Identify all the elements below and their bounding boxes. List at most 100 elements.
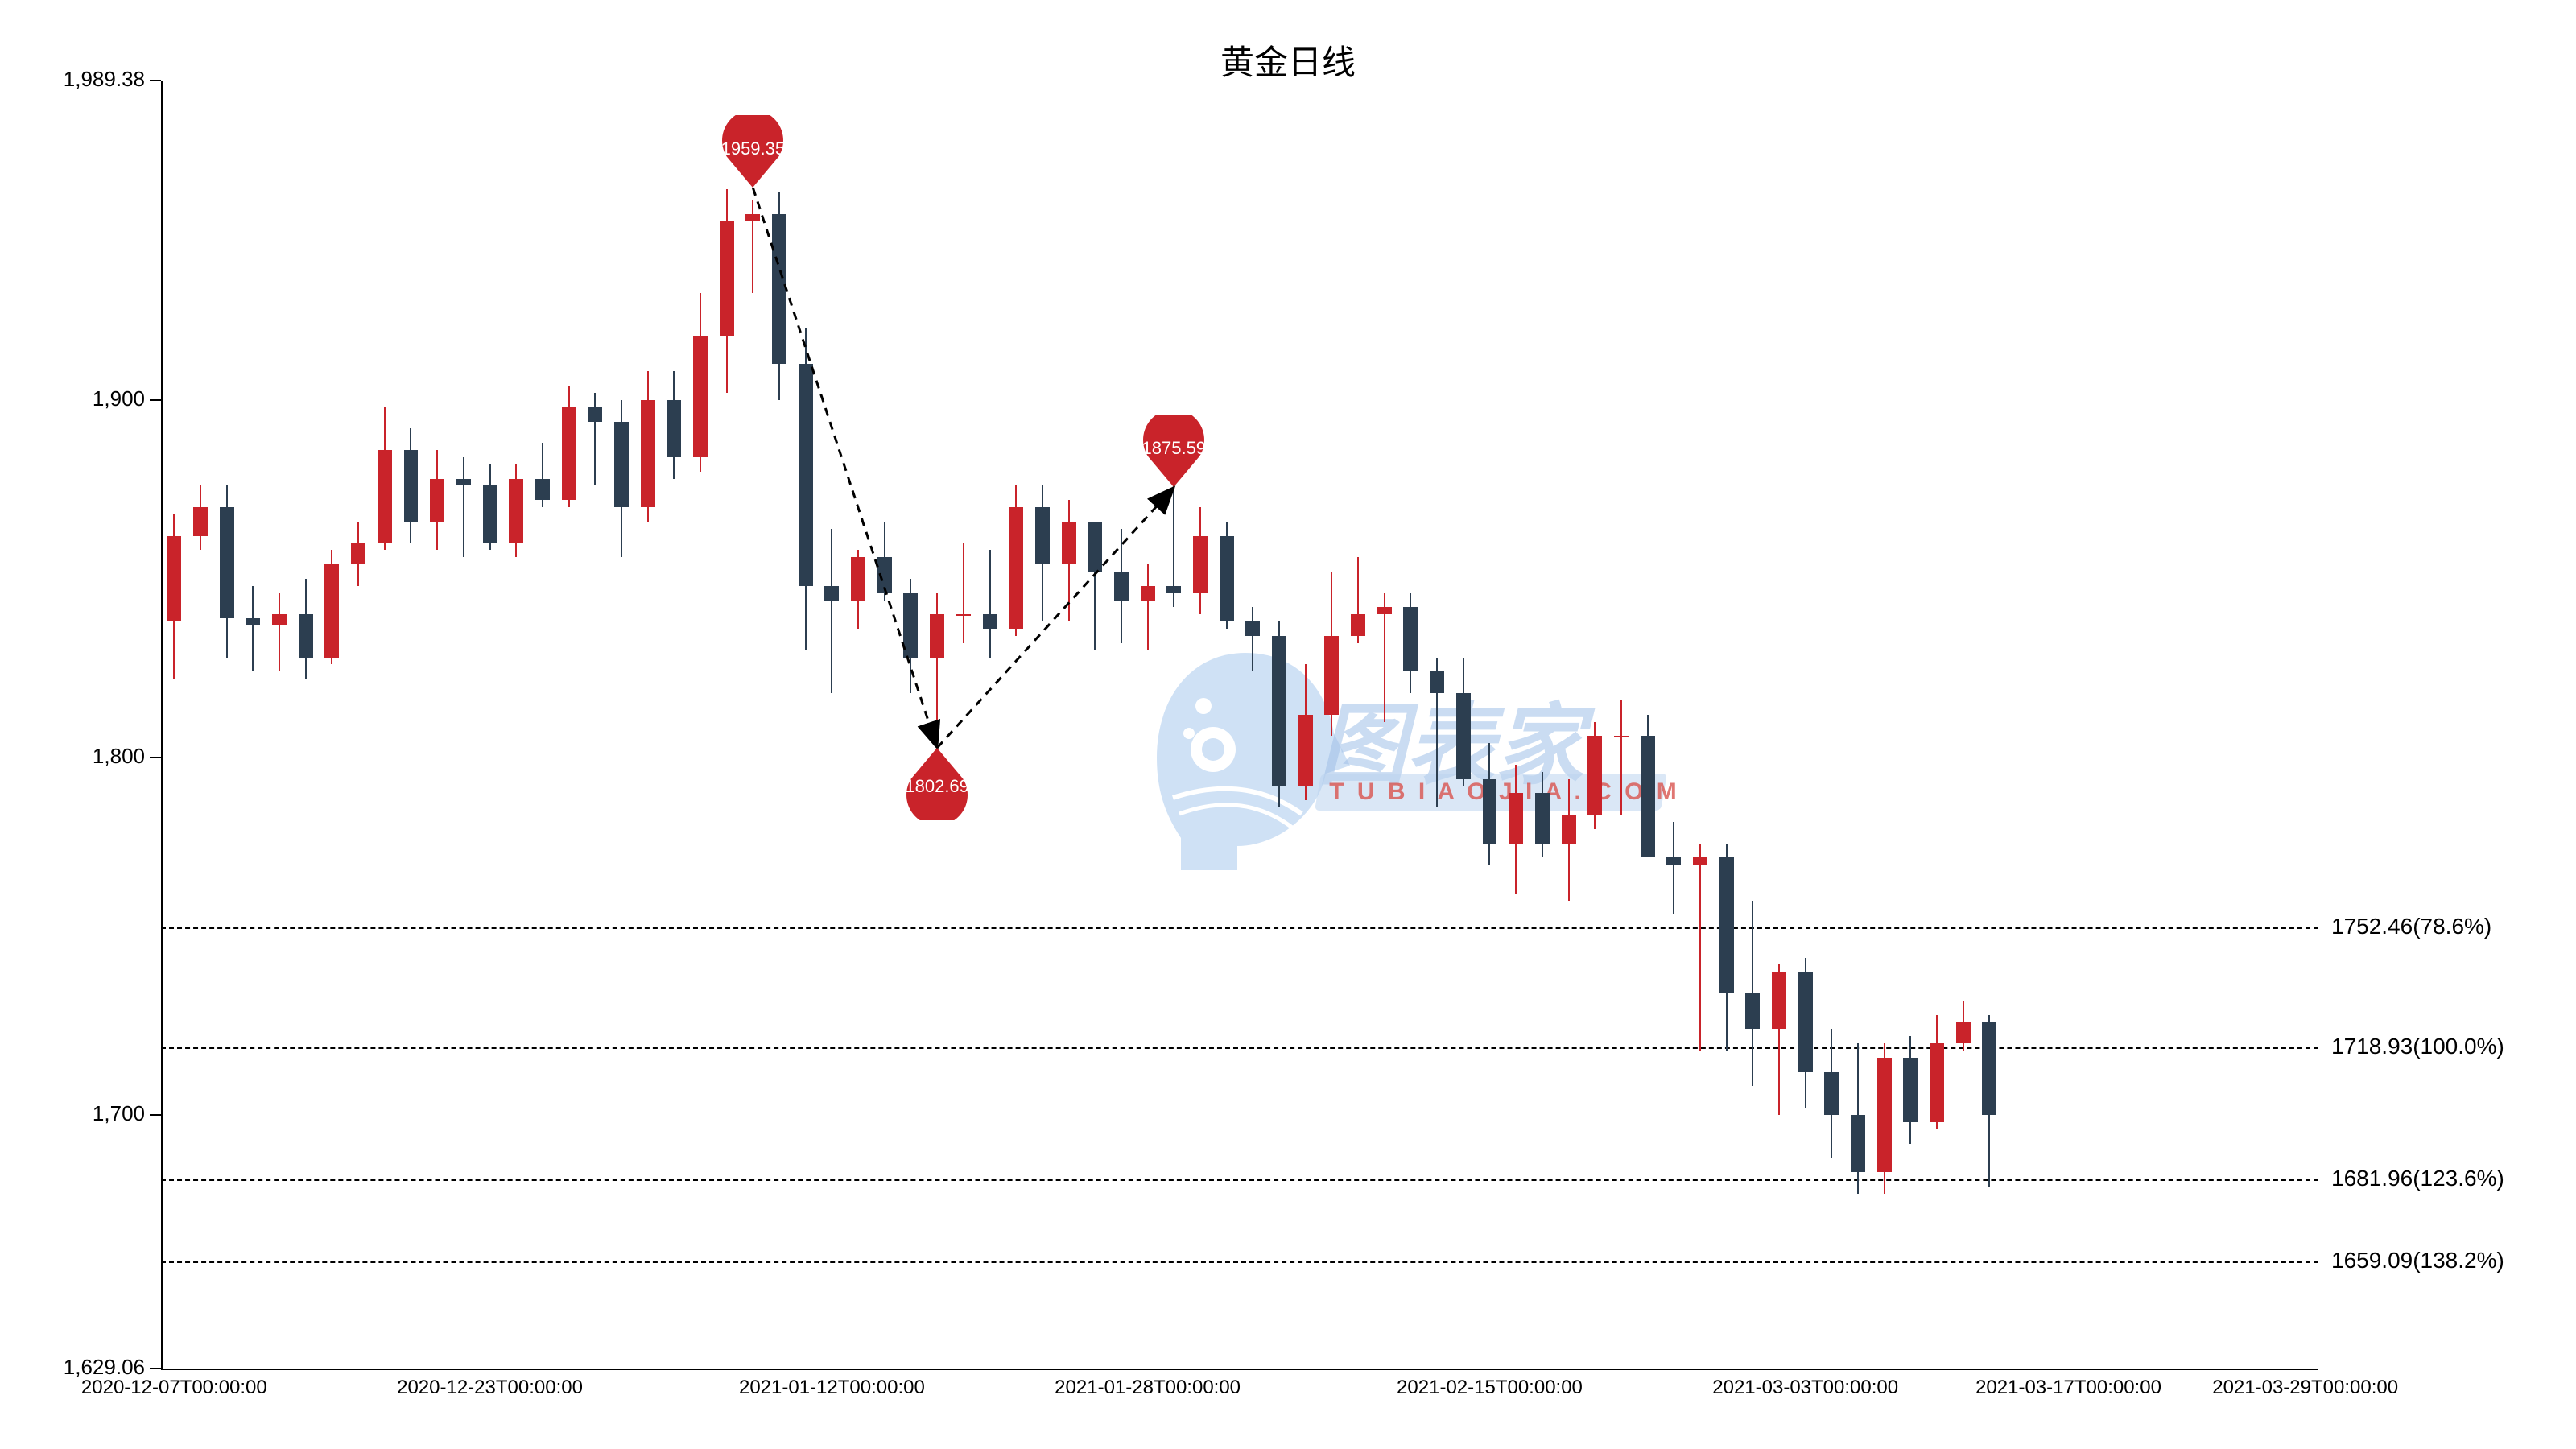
candle-body	[1377, 607, 1392, 614]
candle-body	[1772, 972, 1786, 1029]
candle-body	[588, 407, 602, 422]
fib-label: 1718.93(100.0%)	[2331, 1034, 2504, 1059]
candle-body	[1035, 507, 1050, 564]
candle-wick	[1147, 564, 1149, 650]
candle-body	[535, 479, 550, 501]
candle-body	[772, 214, 786, 365]
candle-body	[956, 614, 971, 616]
candle-body	[720, 221, 734, 336]
fib-label: 1659.09(138.2%)	[2331, 1248, 2504, 1274]
candle-body	[1535, 793, 1550, 843]
fib-line	[161, 1261, 2318, 1263]
y-axis	[161, 80, 163, 1368]
price-marker-label: 1802.69	[897, 776, 977, 797]
x-tick-label: 2021-01-12T00:00:00	[739, 1377, 925, 1399]
candle-body	[272, 614, 287, 625]
y-tick	[150, 399, 161, 401]
candle-body	[1430, 671, 1444, 693]
candle-body	[1114, 572, 1129, 601]
x-tick-label: 2021-02-15T00:00:00	[1397, 1377, 1583, 1399]
candle-body	[1641, 736, 1655, 857]
candle-body	[1166, 586, 1181, 593]
candle-body	[167, 536, 181, 622]
candle-body	[1745, 993, 1760, 1029]
candle-body	[430, 479, 444, 522]
candle-body	[903, 593, 918, 658]
candle-body	[1062, 522, 1076, 564]
x-axis	[161, 1368, 2318, 1370]
candle-body	[220, 507, 234, 618]
candle-body	[1562, 815, 1576, 844]
candle-body	[799, 364, 813, 585]
candle-wick	[1620, 700, 1622, 815]
candle-body	[1930, 1043, 1944, 1122]
candle-body	[1851, 1115, 1865, 1172]
candle-body	[1272, 636, 1286, 786]
candle-wick	[279, 593, 280, 672]
candle-body	[983, 614, 997, 629]
candle-body	[1982, 1022, 1996, 1115]
candle-body	[851, 557, 865, 600]
y-tick	[150, 80, 161, 81]
candle-body	[1351, 614, 1365, 636]
trend-arrows	[0, 0, 2576, 1449]
candle-wick	[989, 550, 991, 657]
fib-label: 1681.96(123.6%)	[2331, 1166, 2504, 1191]
x-tick-label: 2021-03-03T00:00:00	[1712, 1377, 1898, 1399]
candle-body	[1719, 857, 1734, 993]
candle-body	[456, 479, 471, 486]
y-tick-label: 1,700	[0, 1101, 145, 1126]
y-tick	[150, 757, 161, 758]
x-tick-label: 2021-03-29T00:00:00	[2212, 1377, 2398, 1399]
candle-body	[1324, 636, 1339, 715]
candle-body	[193, 507, 208, 536]
x-tick-label: 2020-12-07T00:00:00	[81, 1377, 267, 1399]
y-tick-label: 1,800	[0, 744, 145, 769]
fib-line	[161, 1179, 2318, 1181]
candle-body	[404, 450, 419, 522]
candle-wick	[463, 457, 464, 557]
candle-body	[1245, 621, 1260, 636]
candle-body	[351, 543, 365, 565]
candle-body	[667, 400, 681, 457]
candle-body	[1587, 736, 1602, 815]
candle-body	[1666, 857, 1681, 865]
candle-body	[930, 614, 944, 657]
x-tick-label: 2021-03-17T00:00:00	[1975, 1377, 2161, 1399]
chart-root: 图表家T U B I A O J I A . C O M黄金日线1,629.06…	[0, 0, 2576, 1449]
candle-body	[1824, 1072, 1839, 1115]
candle-body	[1193, 536, 1208, 593]
candle-body	[1956, 1022, 1971, 1044]
candle-body	[1483, 779, 1497, 844]
candle-body	[1509, 793, 1523, 843]
y-tick	[150, 1368, 161, 1369]
x-tick-label: 2020-12-23T00:00:00	[397, 1377, 583, 1399]
candle-wick	[1673, 822, 1674, 914]
candle-body	[745, 214, 760, 221]
fib-line	[161, 927, 2318, 929]
candle-body	[1798, 972, 1813, 1071]
candle-body	[1693, 857, 1707, 865]
candle-wick	[1699, 844, 1701, 1051]
candle-wick	[831, 529, 832, 693]
candle-body	[562, 407, 576, 500]
candle-body	[1903, 1058, 1918, 1122]
candle-body	[509, 479, 523, 543]
candle-body	[1009, 507, 1023, 629]
candle-wick	[252, 586, 254, 672]
candle-wick	[1252, 607, 1253, 671]
candle-body	[1877, 1058, 1892, 1172]
candle-body	[877, 557, 892, 592]
candle-body	[1141, 586, 1155, 601]
price-marker-label: 1959.35	[712, 138, 793, 159]
candle-body	[1614, 736, 1629, 737]
candle-body	[246, 618, 260, 625]
candle-body	[693, 336, 708, 457]
y-tick-label: 1,900	[0, 386, 145, 411]
y-tick	[150, 1114, 161, 1116]
candle-body	[824, 586, 839, 601]
candle-body	[641, 400, 655, 507]
candle-body	[614, 422, 629, 508]
y-tick-label: 1,989.38	[0, 67, 145, 92]
candle-body	[378, 450, 392, 543]
